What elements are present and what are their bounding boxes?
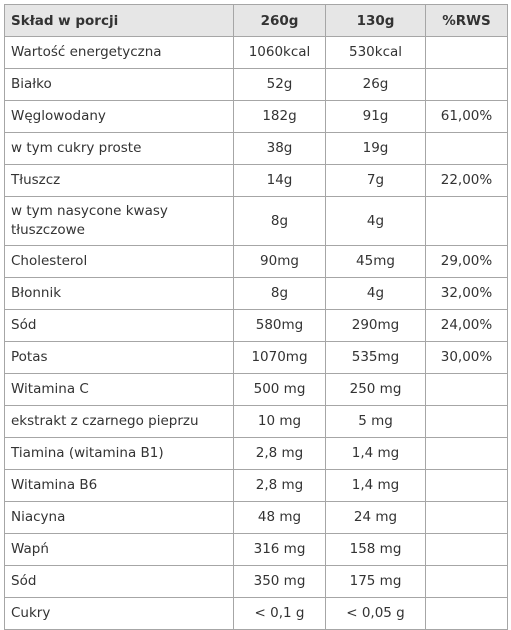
table-row: w tym cukry proste 38g 19g: [4, 132, 508, 165]
cell: 1070mg: [233, 341, 326, 374]
table-row: Sód 350 mg 175 mg: [4, 565, 508, 598]
cell: [425, 437, 508, 470]
cell: 2,8 mg: [233, 469, 326, 502]
cell: [425, 405, 508, 438]
cell: 29,00%: [425, 245, 508, 278]
cell: 48 mg: [233, 501, 326, 534]
table-row: Tiamina (witamina B1) 2,8 mg 1,4 mg: [4, 437, 508, 470]
cell: [425, 469, 508, 502]
table-row: Błonnik 8g 4g 32,00%: [4, 277, 508, 310]
row-label: Sód: [4, 565, 234, 598]
table-row: Sód 580mg 290mg 24,00%: [4, 309, 508, 342]
table-row: Białko 52g 26g: [4, 68, 508, 101]
cell: [425, 501, 508, 534]
row-label: Witamina B6: [4, 469, 234, 502]
cell: 30,00%: [425, 341, 508, 374]
table-row: Cholesterol 90mg 45mg 29,00%: [4, 245, 508, 278]
cell: [425, 36, 508, 69]
table-row: Wartość energetyczna 1060kcal 530kcal: [4, 36, 508, 69]
cell: 1,4 mg: [325, 469, 426, 502]
row-label: Wartość energetyczna: [4, 36, 234, 69]
cell: 8g: [233, 277, 326, 310]
cell: 52g: [233, 68, 326, 101]
cell: 500 mg: [233, 373, 326, 406]
header-row: Skład w porcji 260g 130g %RWS: [4, 4, 508, 37]
cell: 22,00%: [425, 164, 508, 197]
cell: 316 mg: [233, 533, 326, 566]
cell: 7g: [325, 164, 426, 197]
cell: 4g: [325, 196, 426, 246]
cell: [425, 68, 508, 101]
cell: < 0,1 g: [233, 597, 326, 630]
cell: 1,4 mg: [325, 437, 426, 470]
row-label: Niacyna: [4, 501, 234, 534]
cell: 38g: [233, 132, 326, 165]
row-label: w tym cukry proste: [4, 132, 234, 165]
cell: < 0,05 g: [325, 597, 426, 630]
table-row: w tym nasycone kwasy tłuszczowe 8g 4g: [4, 196, 508, 246]
row-label: Sód: [4, 309, 234, 342]
cell: 90mg: [233, 245, 326, 278]
cell: 580mg: [233, 309, 326, 342]
table-row: Niacyna 48 mg 24 mg: [4, 501, 508, 534]
cell: 19g: [325, 132, 426, 165]
table-row: Witamina B6 2,8 mg 1,4 mg: [4, 469, 508, 502]
table-row: Cukry < 0,1 g < 0,05 g: [4, 597, 508, 630]
row-label: Potas: [4, 341, 234, 374]
row-label: Błonnik: [4, 277, 234, 310]
cell: 45mg: [325, 245, 426, 278]
cell: 24 mg: [325, 501, 426, 534]
header-cell: 260g: [233, 4, 326, 37]
table-row: Potas 1070mg 535mg 30,00%: [4, 341, 508, 374]
cell: 5 mg: [325, 405, 426, 438]
cell: 91g: [325, 100, 426, 133]
cell: 535mg: [325, 341, 426, 374]
row-label: Witamina C: [4, 373, 234, 406]
cell: 61,00%: [425, 100, 508, 133]
table-row: Tłuszcz 14g 7g 22,00%: [4, 164, 508, 197]
cell: 14g: [233, 164, 326, 197]
row-label: ekstrakt z czarnego pieprzu: [4, 405, 234, 438]
table-row: ekstrakt z czarnego pieprzu 10 mg 5 mg: [4, 405, 508, 438]
cell: 290mg: [325, 309, 426, 342]
cell: [425, 533, 508, 566]
cell: 1060kcal: [233, 36, 326, 69]
row-label: Tłuszcz: [4, 164, 234, 197]
cell: 182g: [233, 100, 326, 133]
cell: 175 mg: [325, 565, 426, 598]
cell: 250 mg: [325, 373, 426, 406]
row-label: Cukry: [4, 597, 234, 630]
cell: 158 mg: [325, 533, 426, 566]
cell: 350 mg: [233, 565, 326, 598]
cell: 26g: [325, 68, 426, 101]
cell: [425, 196, 508, 246]
cell: [425, 565, 508, 598]
table-row: Węglowodany 182g 91g 61,00%: [4, 100, 508, 133]
row-label: Tiamina (witamina B1): [4, 437, 234, 470]
row-label: Wapń: [4, 533, 234, 566]
row-label: Węglowodany: [4, 100, 234, 133]
row-label: Białko: [4, 68, 234, 101]
table-row: Witamina C 500 mg 250 mg: [4, 373, 508, 406]
row-label: Cholesterol: [4, 245, 234, 278]
header-cell: 130g: [325, 4, 426, 37]
cell: 8g: [233, 196, 326, 246]
cell: 2,8 mg: [233, 437, 326, 470]
cell: 32,00%: [425, 277, 508, 310]
cell: [425, 597, 508, 630]
cell: [425, 373, 508, 406]
cell: 530kcal: [325, 36, 426, 69]
table-body: Wartość energetyczna 1060kcal 530kcal Białk…: [4, 36, 508, 630]
cell: 4g: [325, 277, 426, 310]
table-row: Wapń 316 mg 158 mg: [4, 533, 508, 566]
header-cell: %RWS: [425, 4, 508, 37]
row-label: w tym nasycone kwasy tłuszczowe: [4, 196, 234, 246]
header-cell: Skład w porcji: [4, 4, 234, 37]
cell: 24,00%: [425, 309, 508, 342]
nutrition-table: Skład w porcji 260g 130g %RWS Wartość energ…: [4, 4, 508, 630]
cell: 10 mg: [233, 405, 326, 438]
cell: [425, 132, 508, 165]
